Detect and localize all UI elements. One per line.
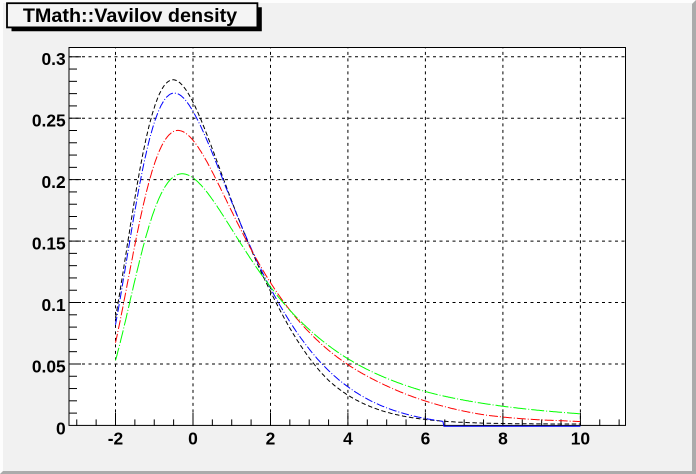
svg-text:10: 10 (571, 429, 590, 449)
svg-text:0.05: 0.05 (32, 356, 66, 376)
svg-text:0.3: 0.3 (42, 49, 67, 69)
svg-text:-2: -2 (108, 429, 123, 449)
svg-text:6: 6 (421, 429, 431, 449)
svg-text:0.1: 0.1 (42, 295, 67, 315)
svg-text:0.15: 0.15 (32, 234, 66, 254)
svg-text:TMath::Vavilov density: TMath::Vavilov density (23, 5, 237, 27)
svg-text:4: 4 (343, 429, 353, 449)
svg-text:8: 8 (498, 429, 508, 449)
svg-text:0: 0 (188, 429, 198, 449)
svg-text:0: 0 (56, 418, 66, 438)
svg-text:0.2: 0.2 (42, 172, 66, 192)
svg-text:0.25: 0.25 (32, 111, 66, 131)
svg-text:2: 2 (266, 429, 276, 449)
